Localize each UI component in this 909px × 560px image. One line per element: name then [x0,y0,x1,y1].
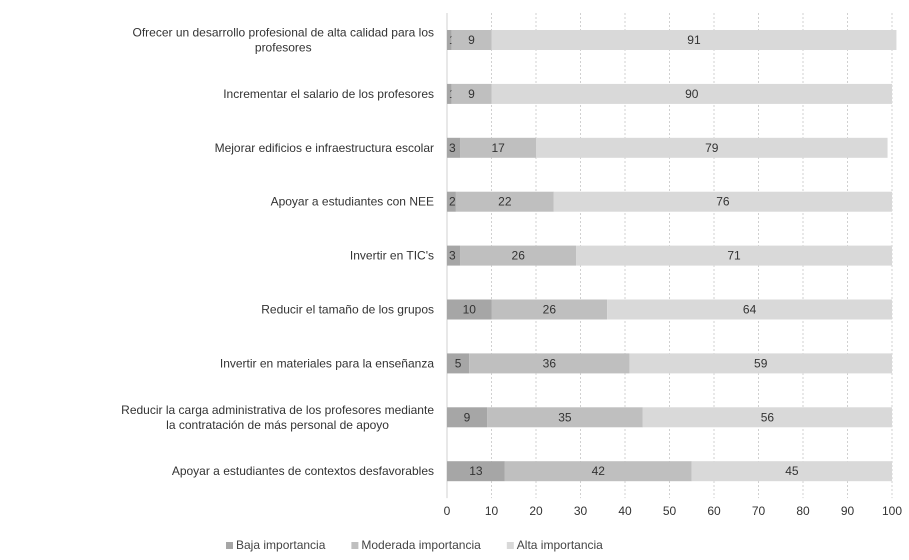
legend: Baja importancia Moderada importancia Alta… [226,538,603,552]
category-label: Ofrecer un desarrollo profesional de alt… [132,26,434,40]
data-label: 35 [558,410,572,424]
data-label: 90 [685,87,699,101]
bar-segment [447,461,505,482]
bar-segment [469,353,630,374]
data-label: 59 [754,356,768,370]
x-axis: 0 10 20 30 40 50 60 70 80 90 100 [444,504,903,518]
category-label: Apoyar a estudiantes con NEE [271,195,434,209]
x-tick-label: 70 [752,504,766,518]
x-tick-label: 90 [841,504,855,518]
category-label: Reducir el tamaño de los grupos [261,303,434,317]
x-tick-label: 100 [882,504,902,518]
bar-segment [447,30,452,50]
bar-segment [447,353,470,374]
category-label: Apoyar a estudiantes de contextos desfav… [172,464,434,478]
category-label: profesores [255,41,312,55]
data-label: 26 [512,249,526,263]
legend-swatch [351,542,359,549]
data-label: 42 [592,464,606,478]
data-label: 3 [449,249,456,263]
legend-label: Alta importancia [517,538,603,552]
category-label: Mejorar edificios e infraestructura esco… [215,141,434,155]
x-tick-label: 10 [485,504,499,518]
bar-segment [491,83,892,104]
bar-segment [491,299,608,320]
bar-segment [447,245,461,266]
data-label: 45 [785,464,799,478]
legend-swatch [506,542,514,549]
data-label: 5 [455,356,462,370]
data-label: 91 [687,33,701,47]
x-tick-label: 60 [707,504,721,518]
bar-segment [629,353,892,374]
bar-segment [447,137,461,158]
x-tick-label: 40 [618,504,632,518]
bar-segment [607,299,892,320]
bar-segment [460,245,577,266]
bar-segment [536,137,888,158]
bar-segment [455,191,554,212]
data-label: 64 [743,303,757,317]
bar-segment [451,30,492,50]
bars: 1991199031779222763267110266453659935561… [447,30,897,482]
data-label: 36 [543,356,557,370]
data-label: 2 [449,195,456,209]
category-label: Reducir la carga administrativa de los p… [121,403,434,417]
category-label: Invertir en TIC's [350,249,434,263]
category-label: Incrementar el salario de los profesores [223,87,434,101]
bar-segment [447,299,492,320]
bar-segment [451,83,492,104]
data-label: 13 [469,464,483,478]
data-label: 9 [464,410,471,424]
data-label: 17 [491,141,505,155]
bar-segment [553,191,892,212]
data-label: 9 [468,33,475,47]
data-label: 26 [543,303,557,317]
x-tick-label: 30 [574,504,588,518]
bar-segment [460,137,536,158]
data-label: 22 [498,195,512,209]
legend-label: Baja importancia [236,538,326,552]
bar-segment [642,407,892,428]
data-label: 76 [716,195,730,209]
x-tick-label: 0 [444,504,451,518]
x-tick-label: 20 [529,504,543,518]
data-label: 10 [463,303,477,317]
legend-swatch [226,542,233,549]
data-label: 71 [727,249,741,263]
bar-segment [447,83,452,104]
x-tick-label: 80 [796,504,810,518]
bar-segment [487,407,643,428]
bar-segment [576,245,892,266]
bar-segment [447,407,488,428]
bar-segment [447,191,456,212]
x-tick-label: 50 [663,504,677,518]
bar-segment [491,30,897,50]
legend-label: Moderada importancia [361,538,481,552]
bar-segment [691,461,892,482]
bar-segment [504,461,692,482]
data-label: 9 [468,87,475,101]
category-labels: Ofrecer un desarrollo profesional de alt… [121,26,434,479]
category-label: la contratación de más personal de apoyo [166,418,389,432]
data-label: 79 [705,141,719,155]
data-label: 56 [761,410,775,424]
category-label: Invertir en materiales para la enseñanza [220,356,434,370]
data-label: 3 [449,141,456,155]
